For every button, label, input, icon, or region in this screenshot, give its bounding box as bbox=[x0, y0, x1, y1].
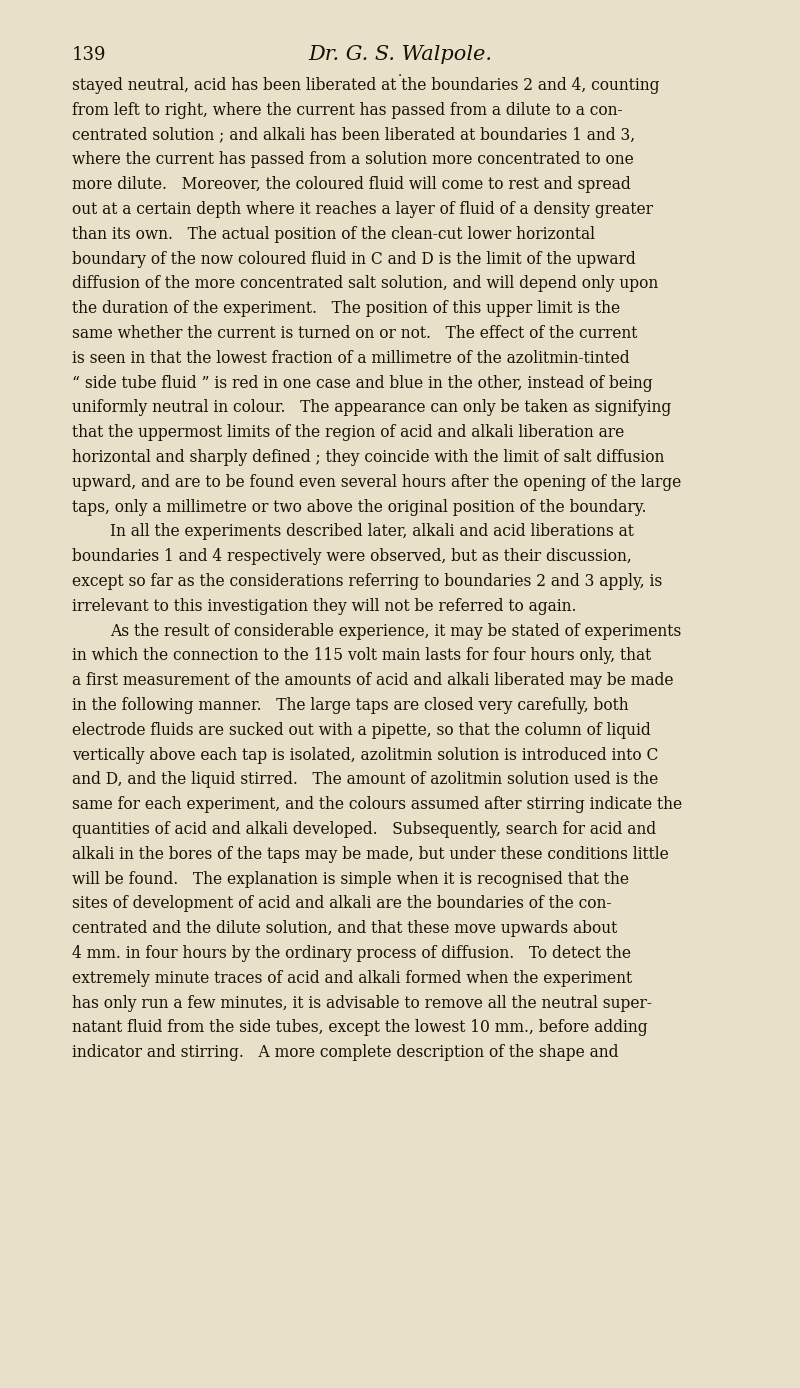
Text: taps, only a millimetre or two above the original position of the boundary.: taps, only a millimetre or two above the… bbox=[72, 498, 646, 515]
Text: the duration of the experiment.   The position of this upper limit is the: the duration of the experiment. The posi… bbox=[72, 300, 620, 318]
Text: where the current has passed from a solution more concentrated to one: where the current has passed from a solu… bbox=[72, 151, 634, 168]
Text: indicator and stirring.   A more complete description of the shape and: indicator and stirring. A more complete … bbox=[72, 1044, 618, 1062]
Text: uniformly neutral in colour.   The appearance can only be taken as signifying: uniformly neutral in colour. The appeara… bbox=[72, 400, 671, 416]
Text: centrated and the dilute solution, and that these move upwards about: centrated and the dilute solution, and t… bbox=[72, 920, 618, 937]
Text: Dr. G. S. Walpole.: Dr. G. S. Walpole. bbox=[308, 44, 492, 64]
Text: is seen in that the lowest fraction of a millimetre of the azolitmin-tinted: is seen in that the lowest fraction of a… bbox=[72, 350, 630, 366]
Text: alkali in the bores of the taps may be made, but under these conditions little: alkali in the bores of the taps may be m… bbox=[72, 845, 669, 863]
Text: that the uppermost limits of the region of acid and alkali liberation are: that the uppermost limits of the region … bbox=[72, 425, 624, 441]
Text: has only run a few minutes, it is advisable to remove all the neutral super-: has only run a few minutes, it is advisa… bbox=[72, 995, 652, 1012]
Text: more dilute.   Moreover, the coloured fluid will come to rest and spread: more dilute. Moreover, the coloured flui… bbox=[72, 176, 630, 193]
Text: “ side tube fluid ” is red in one case and blue in the other, instead of being: “ side tube fluid ” is red in one case a… bbox=[72, 375, 653, 391]
Text: out at a certain depth where it reaches a layer of fluid of a density greater: out at a certain depth where it reaches … bbox=[72, 201, 653, 218]
Text: upward, and are to be found even several hours after the opening of the large: upward, and are to be found even several… bbox=[72, 473, 682, 491]
Text: electrode fluids are sucked out with a pipette, so that the column of liquid: electrode fluids are sucked out with a p… bbox=[72, 722, 650, 738]
Text: than its own.   The actual position of the clean-cut lower horizontal: than its own. The actual position of the… bbox=[72, 226, 595, 243]
Text: same whether the current is turned on or not.   The effect of the current: same whether the current is turned on or… bbox=[72, 325, 638, 341]
Text: quantities of acid and alkali developed.   Subsequently, search for acid and: quantities of acid and alkali developed.… bbox=[72, 820, 656, 838]
Text: same for each experiment, and the colours assumed after stirring indicate the: same for each experiment, and the colour… bbox=[72, 797, 682, 813]
Text: As the result of considerable experience, it may be stated of experiments: As the result of considerable experience… bbox=[110, 623, 682, 640]
Text: in which the connection to the 115 volt main lasts for four hours only, that: in which the connection to the 115 volt … bbox=[72, 647, 651, 665]
Text: will be found.   The explanation is simple when it is recognised that the: will be found. The explanation is simple… bbox=[72, 870, 629, 887]
Text: irrelevant to this investigation they will not be referred to again.: irrelevant to this investigation they wi… bbox=[72, 598, 577, 615]
Text: diffusion of the more concentrated salt solution, and will depend only upon: diffusion of the more concentrated salt … bbox=[72, 275, 658, 293]
Text: and D, and the liquid stirred.   The amount of azolitmin solution used is the: and D, and the liquid stirred. The amoun… bbox=[72, 772, 658, 788]
Text: except so far as the considerations referring to boundaries 2 and 3 apply, is: except so far as the considerations refe… bbox=[72, 573, 662, 590]
Text: centrated solution ; and alkali has been liberated at boundaries 1 and 3,: centrated solution ; and alkali has been… bbox=[72, 126, 635, 143]
Text: vertically above each tap is isolated, azolitmin solution is introduced into C: vertically above each tap is isolated, a… bbox=[72, 747, 658, 763]
Text: in the following manner.   The large taps are closed very carefully, both: in the following manner. The large taps … bbox=[72, 697, 629, 713]
Text: 139: 139 bbox=[72, 46, 106, 64]
Text: 4 mm. in four hours by the ordinary process of diffusion.   To detect the: 4 mm. in four hours by the ordinary proc… bbox=[72, 945, 631, 962]
Text: boundaries 1 and 4 respectively were observed, but as their discussion,: boundaries 1 and 4 respectively were obs… bbox=[72, 548, 632, 565]
Text: natant fluid from the side tubes, except the lowest 10 mm., before adding: natant fluid from the side tubes, except… bbox=[72, 1019, 648, 1037]
Text: boundary of the now coloured fluid in C and D is the limit of the upward: boundary of the now coloured fluid in C … bbox=[72, 251, 636, 268]
Text: sites of development of acid and alkali are the boundaries of the con-: sites of development of acid and alkali … bbox=[72, 895, 611, 912]
Text: ·: · bbox=[398, 69, 402, 83]
Text: stayed neutral, acid has been liberated at the boundaries 2 and 4, counting: stayed neutral, acid has been liberated … bbox=[72, 76, 659, 94]
Text: In all the experiments described later, alkali and acid liberations at: In all the experiments described later, … bbox=[110, 523, 634, 540]
Text: from left to right, where the current has passed from a dilute to a con-: from left to right, where the current ha… bbox=[72, 101, 622, 119]
Text: extremely minute traces of acid and alkali formed when the experiment: extremely minute traces of acid and alka… bbox=[72, 970, 632, 987]
Text: a first measurement of the amounts of acid and alkali liberated may be madе: a first measurement of the amounts of ac… bbox=[72, 672, 674, 690]
Text: horizontal and sharply defined ; they coincide with the limit of salt diffusion: horizontal and sharply defined ; they co… bbox=[72, 448, 664, 466]
